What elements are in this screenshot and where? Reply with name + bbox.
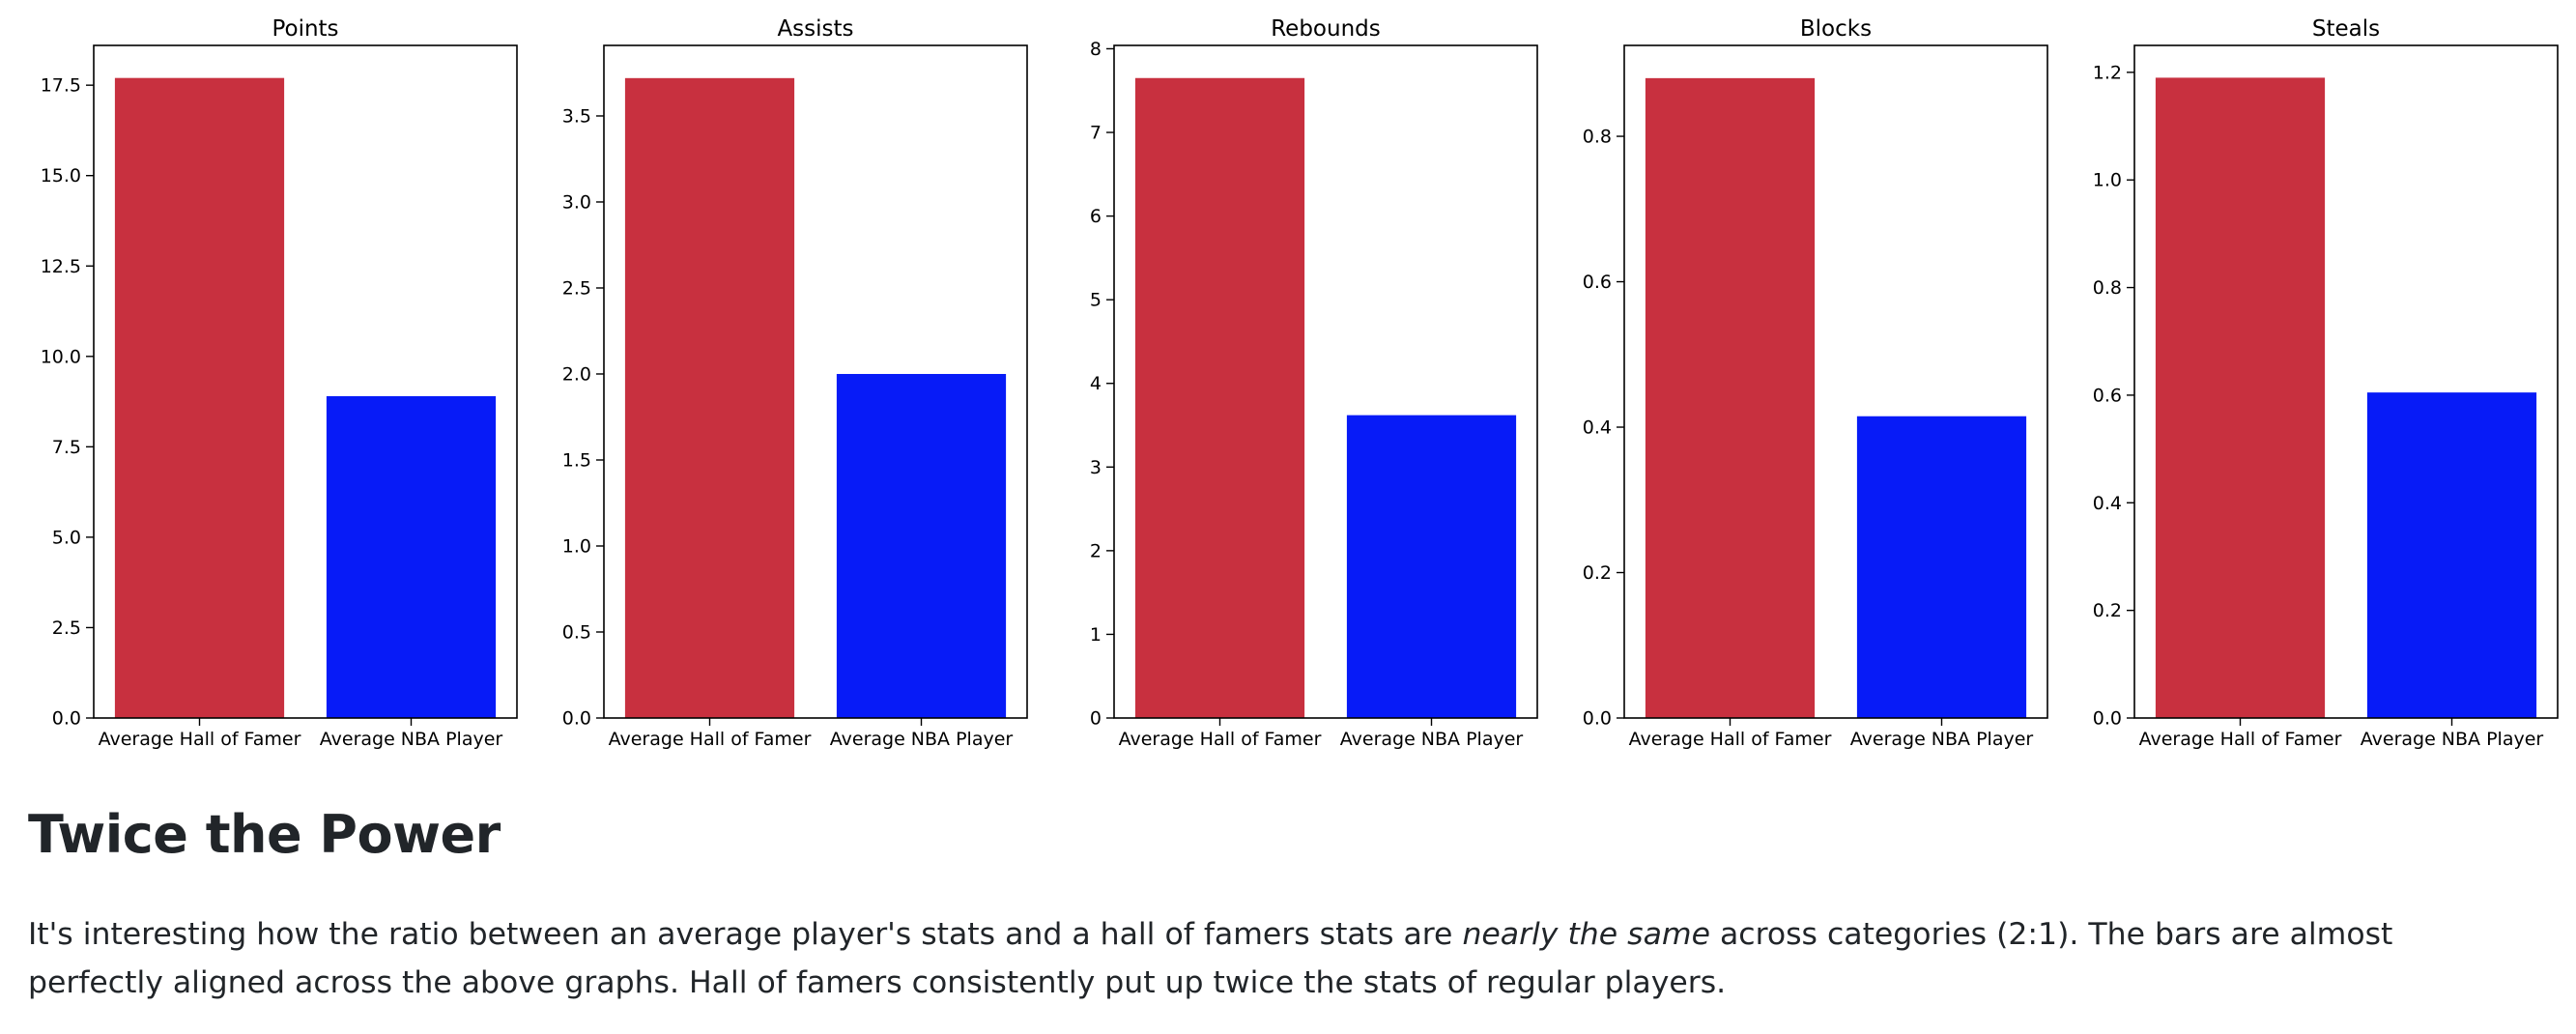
y-tick-label: 12.5 <box>41 256 81 277</box>
x-tick-label: Average NBA Player <box>1850 729 2034 750</box>
y-tick-label: 2.5 <box>52 618 81 639</box>
y-tick-label: 7.5 <box>52 437 81 458</box>
y-tick-label: 0.2 <box>1583 562 1612 584</box>
bar-nba-player <box>1346 415 1517 718</box>
x-tick-label: Average NBA Player <box>1340 729 1524 750</box>
axes-frame <box>93 44 518 719</box>
y-tick-label: 0.6 <box>1583 272 1612 293</box>
y-tick-label: 7 <box>1090 123 1102 144</box>
bar-nba-player <box>1856 416 2027 718</box>
paragraph-text-start: It's interesting how the ratio between a… <box>28 917 1463 952</box>
y-tick-label: 0.0 <box>562 708 591 730</box>
x-tick-label: Average Hall of Famer <box>99 729 301 750</box>
chart-rebounds: Rebounds 0 1 2 3 4 5 6 7 8 Average Hall of Famer Av… <box>1090 16 1538 750</box>
bar-hall-of-famer <box>1645 77 1816 719</box>
y-tick-label: 10.0 <box>41 346 81 367</box>
y-tick-label: 1.0 <box>562 535 591 557</box>
bar-hall-of-famer <box>624 77 795 718</box>
y-tick-label: 1.0 <box>2093 170 2122 191</box>
bar-hall-of-famer <box>1134 77 1305 718</box>
y-tick-label: 1 <box>1090 624 1102 646</box>
section-paragraph: It's interesting how the ratio between a… <box>28 910 2502 1007</box>
chart-blocks: Blocks 0.0 0.2 0.4 0.6 0.8 Average Hall of Fam… <box>1583 16 2048 750</box>
y-tick-label: 0.0 <box>2093 708 2122 730</box>
x-tick-label: Average Hall of Famer <box>2139 729 2342 750</box>
x-tick-label: Average Hall of Famer <box>1119 729 1322 750</box>
chart-title: Assists <box>777 16 853 42</box>
section-heading: Twice the Power <box>28 804 501 865</box>
paragraph-emphasis: nearly the same <box>1462 917 1710 952</box>
y-tick-label: 1.2 <box>2093 62 2122 83</box>
y-tick-label: 5 <box>1090 290 1102 311</box>
axes-frame <box>2133 44 2559 719</box>
y-tick-label: 0.8 <box>1583 127 1612 148</box>
axes-frame <box>1623 44 2048 719</box>
bar-nba-player <box>326 395 497 718</box>
y-tick-label: 8 <box>1090 39 1102 60</box>
chart-title: Steals <box>2312 16 2380 42</box>
stats-comparison-charts: Points0.02.55.07.510.012.515.017.5Averag… <box>41 16 2559 750</box>
y-tick-label: 3 <box>1090 457 1102 478</box>
y-tick-label: 0.4 <box>2093 493 2122 514</box>
bar-hall-of-famer <box>2155 77 2326 718</box>
y-tick-label: 0.5 <box>562 621 591 643</box>
y-tick-label: 15.0 <box>41 165 81 187</box>
y-tick-label: 0 <box>1090 708 1102 730</box>
y-tick-label: 0.0 <box>1583 708 1612 730</box>
chart-points: Points 0.0 2.5 5.0 7.5 10.0 12.5 15.0 17.5 Averag… <box>41 16 518 750</box>
paragraph-text-end: across categories (2:1). The bars are al… <box>28 917 2393 1000</box>
chart-assists: Assists 0.0 0.5 1.0 1.5 2.0 2.5 3.0 3.5 Average H… <box>562 16 1028 750</box>
chart-steals: Steals 0.0 0.2 0.4 0.6 0.8 1.0 1.2 Average Hall … <box>2093 16 2559 750</box>
article-section: Twice the Power It's interesting how the… <box>28 798 2540 1007</box>
y-tick-label: 4 <box>1090 373 1102 394</box>
chart-title: Blocks <box>1800 16 1872 42</box>
x-tick-label: Average NBA Player <box>830 729 1014 750</box>
bar-hall-of-famer <box>114 77 285 719</box>
y-tick-label: 2.5 <box>562 277 591 299</box>
y-tick-label: 3.5 <box>562 105 591 127</box>
y-tick-label: 2 <box>1090 540 1102 561</box>
y-tick-label: 0.6 <box>2093 385 2122 406</box>
y-tick-label: 1.5 <box>562 449 591 471</box>
y-tick-label: 5.0 <box>52 527 81 548</box>
bar-nba-player <box>836 373 1007 718</box>
chart-title: Points <box>272 16 338 42</box>
y-tick-label: 0.8 <box>2093 277 2122 299</box>
x-tick-label: Average Hall of Famer <box>1629 729 1832 750</box>
y-tick-label: 6 <box>1090 206 1102 227</box>
y-tick-label: 2.0 <box>562 363 591 385</box>
x-tick-label: Average Hall of Famer <box>609 729 812 750</box>
y-tick-label: 3.0 <box>562 191 591 213</box>
y-tick-label: 0.4 <box>1583 417 1612 439</box>
y-tick-label: 17.5 <box>41 75 81 97</box>
x-tick-label: Average NBA Player <box>2361 729 2544 750</box>
axes-frame <box>1113 44 1538 719</box>
y-tick-label: 0.2 <box>2093 600 2122 621</box>
y-tick-label: 0.0 <box>52 708 81 730</box>
chart-title: Rebounds <box>1271 16 1381 42</box>
axes-frame <box>603 44 1028 719</box>
bar-nba-player <box>2366 392 2537 718</box>
x-tick-label: Average NBA Player <box>320 729 503 750</box>
